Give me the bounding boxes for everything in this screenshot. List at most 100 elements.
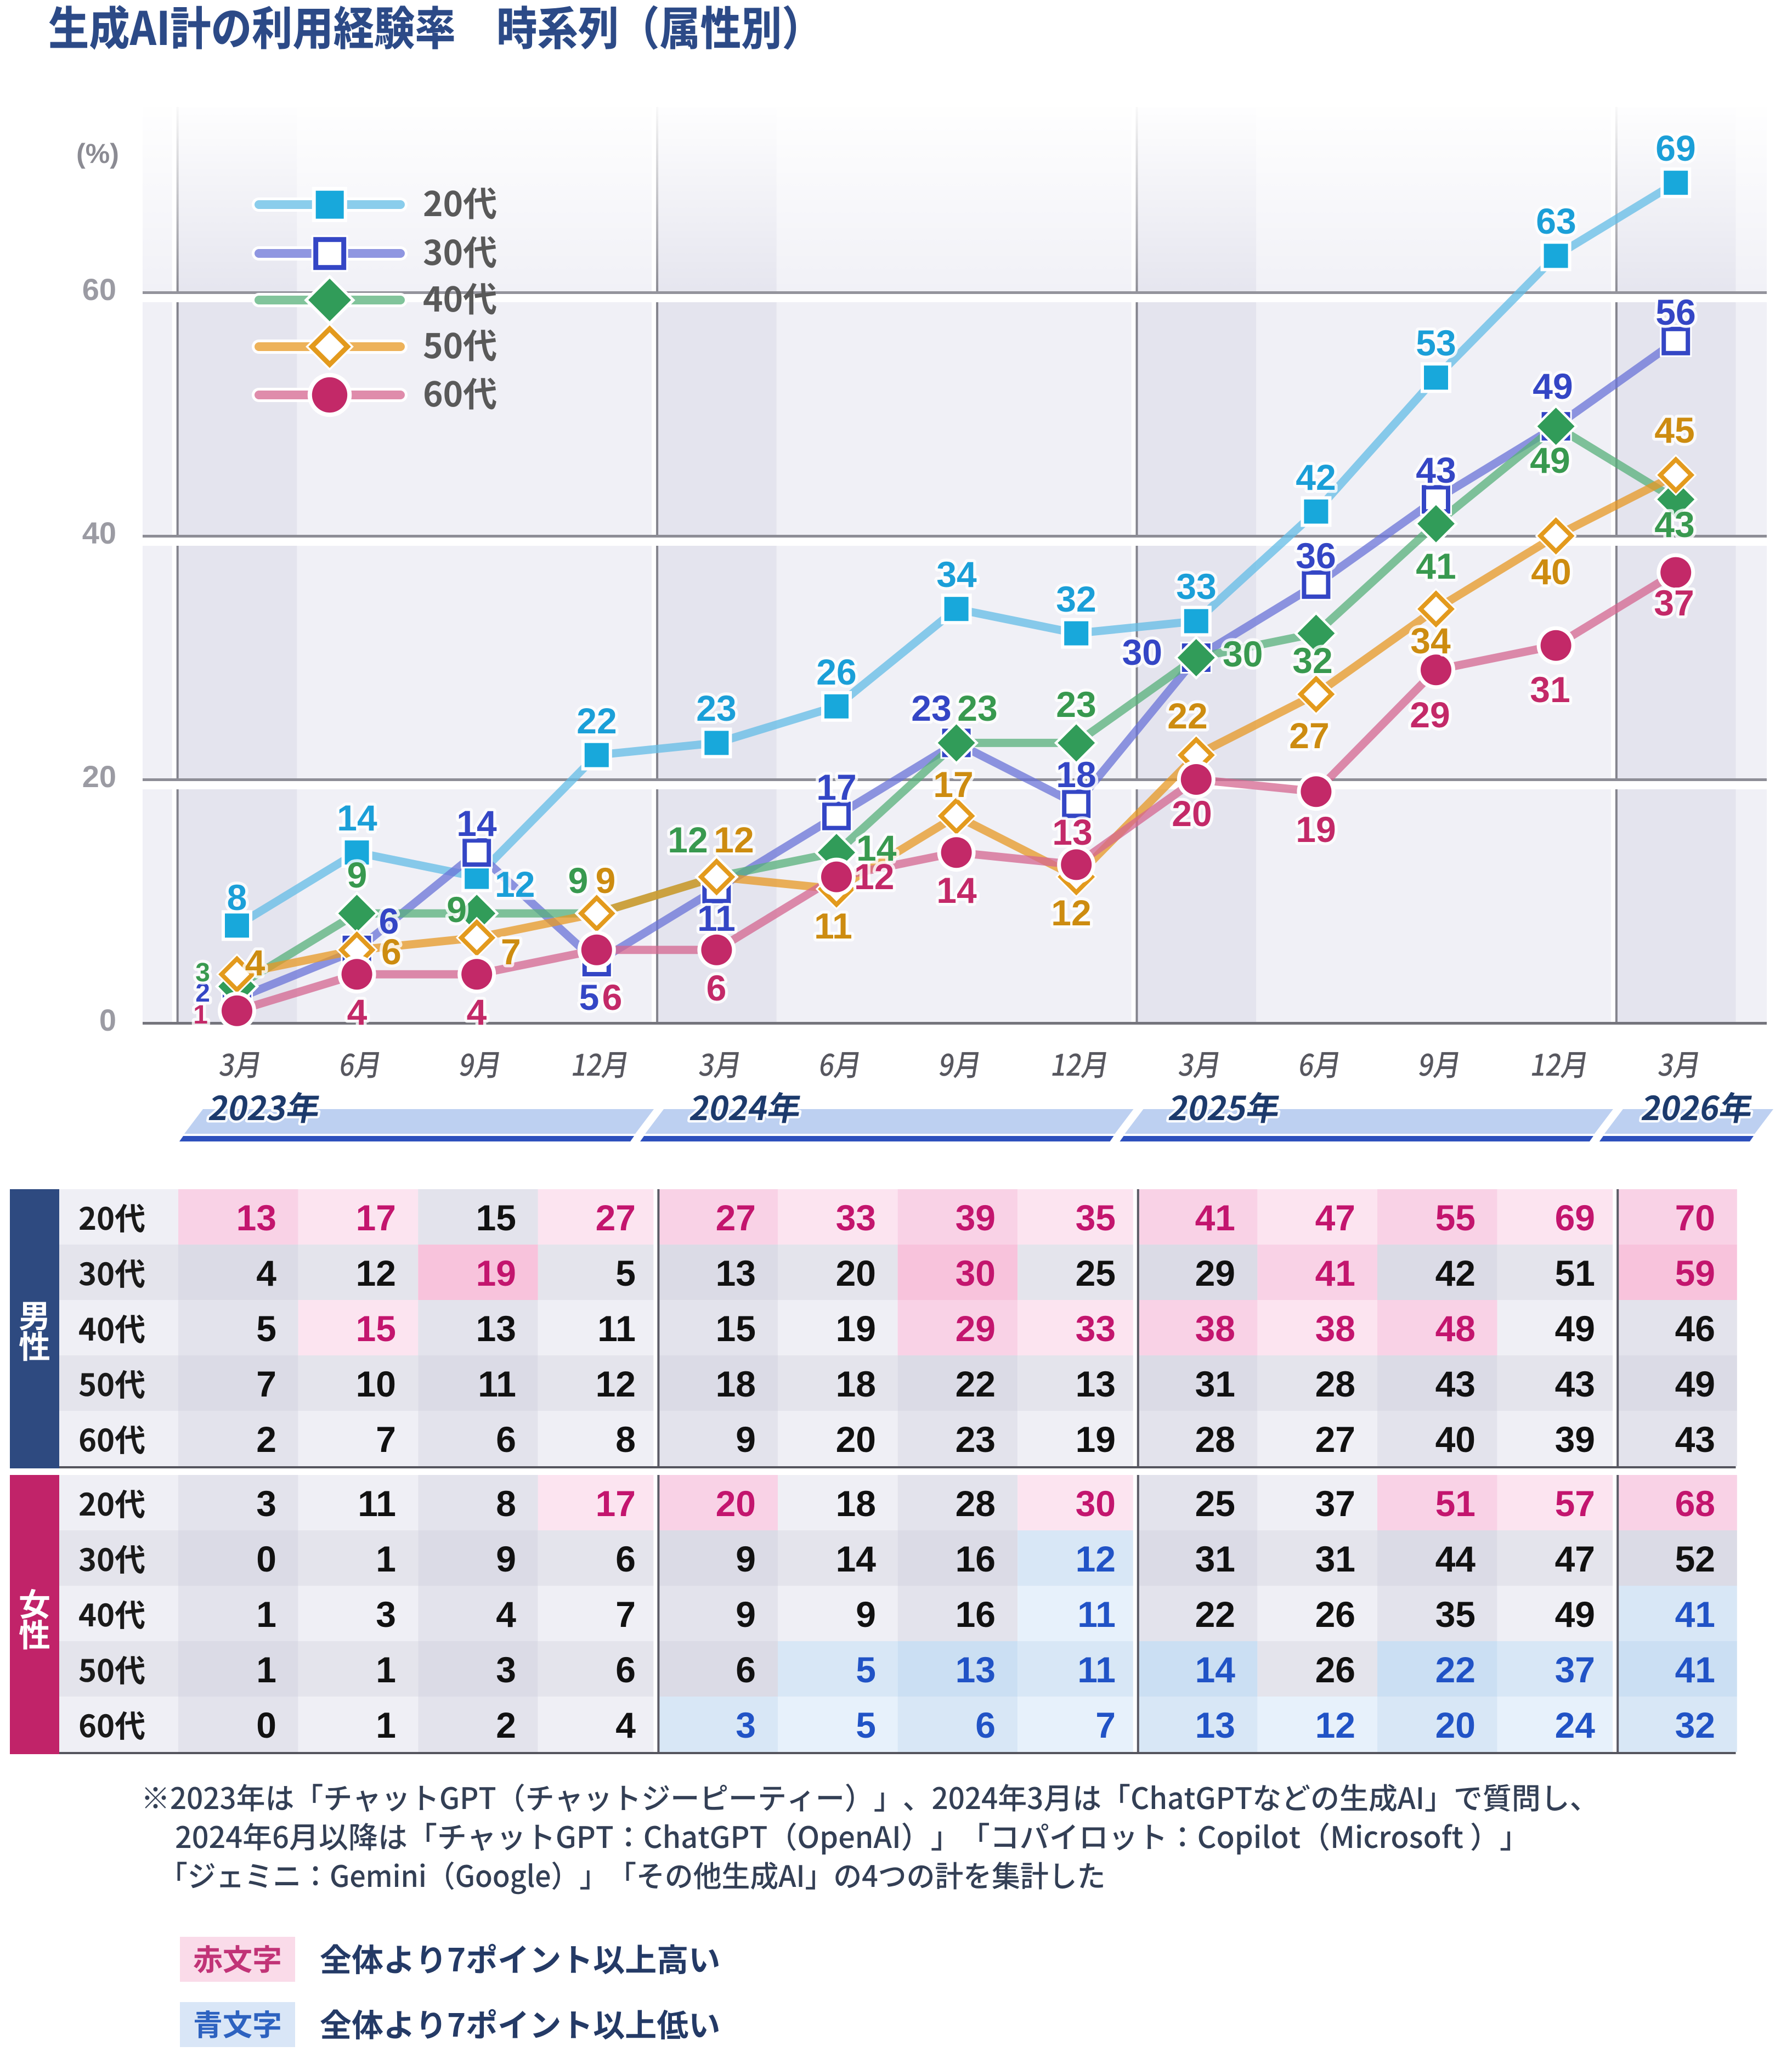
- svg-text:14: 14: [1195, 1649, 1236, 1690]
- svg-text:5: 5: [615, 1253, 636, 1293]
- svg-text:12: 12: [854, 856, 894, 897]
- svg-text:13: 13: [716, 1253, 756, 1293]
- svg-text:11: 11: [478, 1364, 516, 1404]
- svg-text:4: 4: [615, 1705, 636, 1745]
- svg-text:9: 9: [347, 855, 368, 895]
- svg-text:5: 5: [856, 1705, 876, 1745]
- svg-text:19: 19: [1076, 1419, 1116, 1460]
- svg-text:22: 22: [1167, 696, 1207, 736]
- svg-text:40: 40: [1435, 1419, 1476, 1460]
- svg-text:9: 9: [596, 860, 616, 901]
- svg-text:8: 8: [615, 1419, 636, 1460]
- svg-text:11: 11: [814, 906, 852, 946]
- svg-text:9: 9: [446, 889, 467, 930]
- svg-text:27: 27: [1315, 1419, 1355, 1460]
- svg-text:38: 38: [1315, 1308, 1355, 1349]
- svg-text:1: 1: [256, 1594, 276, 1635]
- svg-text:3: 3: [195, 958, 210, 987]
- svg-text:34: 34: [1410, 620, 1451, 661]
- svg-text:6: 6: [736, 1649, 756, 1690]
- svg-text:4: 4: [496, 1594, 516, 1635]
- svg-text:30: 30: [1223, 634, 1263, 674]
- svg-text:25: 25: [1076, 1253, 1116, 1293]
- svg-text:49: 49: [1675, 1364, 1715, 1404]
- svg-text:7: 7: [376, 1419, 396, 1460]
- svg-text:19: 19: [476, 1253, 516, 1293]
- svg-text:36: 36: [1296, 535, 1336, 576]
- svg-text:68: 68: [1675, 1483, 1715, 1524]
- svg-text:9: 9: [856, 1594, 876, 1635]
- svg-text:23: 23: [957, 688, 997, 728]
- svg-text:40: 40: [1531, 551, 1571, 592]
- svg-text:13: 13: [476, 1308, 516, 1349]
- svg-text:17: 17: [356, 1197, 396, 1238]
- svg-text:13: 13: [1052, 812, 1092, 852]
- svg-text:28: 28: [1315, 1364, 1355, 1404]
- svg-text:10: 10: [356, 1364, 396, 1404]
- svg-text:53: 53: [1416, 323, 1456, 363]
- svg-text:3: 3: [736, 1705, 756, 1745]
- svg-text:56: 56: [1655, 292, 1695, 332]
- svg-text:27: 27: [596, 1197, 636, 1238]
- svg-text:41: 41: [1195, 1197, 1235, 1238]
- svg-text:15: 15: [476, 1197, 516, 1238]
- svg-text:45: 45: [1654, 410, 1694, 450]
- svg-text:38: 38: [1195, 1308, 1235, 1349]
- svg-text:4: 4: [245, 942, 265, 983]
- svg-text:20: 20: [1172, 793, 1212, 834]
- svg-text:25: 25: [1195, 1483, 1235, 1524]
- svg-text:37: 37: [1315, 1483, 1355, 1524]
- svg-text:47: 47: [1315, 1197, 1355, 1238]
- svg-text:32: 32: [1292, 640, 1332, 681]
- svg-text:20: 20: [716, 1483, 756, 1524]
- svg-text:43: 43: [1555, 1364, 1595, 1404]
- svg-text:15: 15: [716, 1308, 756, 1349]
- svg-text:18: 18: [716, 1364, 756, 1404]
- svg-text:16: 16: [956, 1539, 996, 1579]
- svg-text:5: 5: [579, 977, 600, 1017]
- svg-text:46: 46: [1675, 1308, 1715, 1349]
- svg-text:11: 11: [1077, 1594, 1116, 1635]
- svg-text:22: 22: [956, 1364, 996, 1404]
- svg-text:1: 1: [376, 1705, 396, 1745]
- svg-text:49: 49: [1555, 1308, 1595, 1349]
- svg-text:24: 24: [1555, 1705, 1596, 1745]
- svg-text:12: 12: [1315, 1705, 1355, 1745]
- svg-text:27: 27: [1289, 715, 1329, 756]
- svg-text:0: 0: [256, 1539, 276, 1579]
- svg-text:2: 2: [496, 1705, 516, 1745]
- svg-text:4: 4: [347, 992, 368, 1032]
- svg-text:26: 26: [816, 652, 856, 692]
- svg-text:22: 22: [576, 700, 617, 741]
- svg-text:59: 59: [1675, 1253, 1715, 1293]
- svg-text:40: 40: [82, 516, 116, 550]
- svg-text:13: 13: [956, 1649, 996, 1690]
- svg-text:11: 11: [358, 1483, 396, 1524]
- svg-text:49: 49: [1555, 1594, 1595, 1635]
- svg-text:32: 32: [1675, 1705, 1715, 1745]
- svg-text:3: 3: [496, 1649, 516, 1690]
- svg-text:17: 17: [816, 767, 856, 807]
- svg-text:49: 49: [1530, 440, 1570, 480]
- svg-text:13: 13: [1076, 1364, 1116, 1404]
- svg-text:7: 7: [615, 1594, 636, 1635]
- svg-text:17: 17: [933, 764, 973, 805]
- svg-text:23: 23: [1056, 684, 1096, 725]
- svg-text:41: 41: [1315, 1253, 1355, 1293]
- svg-text:1: 1: [256, 1649, 276, 1690]
- svg-text:43: 43: [1675, 1419, 1715, 1460]
- svg-text:11: 11: [597, 1308, 636, 1349]
- svg-text:14: 14: [836, 1539, 877, 1579]
- svg-text:29: 29: [1195, 1253, 1235, 1293]
- svg-text:6: 6: [975, 1705, 996, 1745]
- svg-text:69: 69: [1655, 128, 1695, 168]
- svg-text:35: 35: [1435, 1594, 1476, 1635]
- svg-text:(%): (%): [76, 138, 119, 169]
- svg-text:12: 12: [1051, 892, 1091, 933]
- svg-text:23: 23: [956, 1419, 996, 1460]
- svg-text:0: 0: [99, 1003, 116, 1037]
- svg-text:44: 44: [1435, 1539, 1476, 1579]
- svg-text:16: 16: [956, 1594, 996, 1635]
- svg-text:2: 2: [195, 979, 210, 1008]
- svg-text:33: 33: [1176, 566, 1216, 607]
